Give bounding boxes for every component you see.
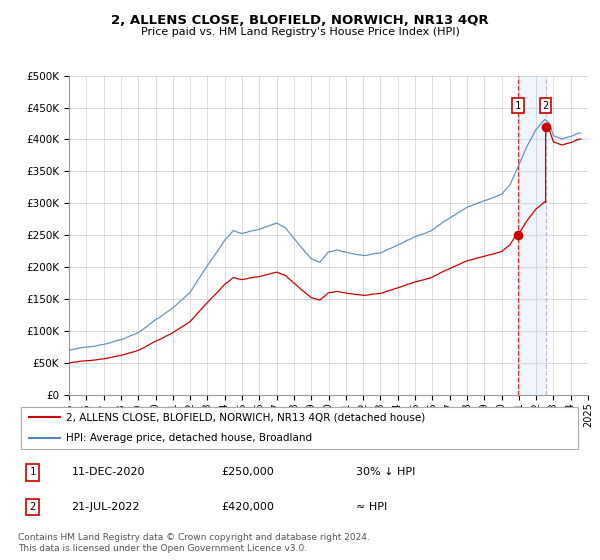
Text: ≈ HPI: ≈ HPI: [356, 502, 388, 512]
Text: 2, ALLENS CLOSE, BLOFIELD, NORWICH, NR13 4QR: 2, ALLENS CLOSE, BLOFIELD, NORWICH, NR13…: [111, 14, 489, 27]
Text: 30% ↓ HPI: 30% ↓ HPI: [356, 468, 416, 478]
Text: 2: 2: [29, 502, 35, 512]
Text: HPI: Average price, detached house, Broadland: HPI: Average price, detached house, Broa…: [66, 433, 312, 443]
Text: 1: 1: [515, 101, 521, 111]
Text: 11-DEC-2020: 11-DEC-2020: [71, 468, 145, 478]
Text: £420,000: £420,000: [221, 502, 274, 512]
Text: Contains HM Land Registry data © Crown copyright and database right 2024.
This d: Contains HM Land Registry data © Crown c…: [18, 533, 370, 553]
Text: 1: 1: [29, 468, 35, 478]
Text: 2, ALLENS CLOSE, BLOFIELD, NORWICH, NR13 4QR (detached house): 2, ALLENS CLOSE, BLOFIELD, NORWICH, NR13…: [66, 412, 425, 422]
Text: 21-JUL-2022: 21-JUL-2022: [71, 502, 140, 512]
FancyBboxPatch shape: [21, 407, 578, 449]
Bar: [518, 76, 545, 395]
Text: Price paid vs. HM Land Registry's House Price Index (HPI): Price paid vs. HM Land Registry's House …: [140, 27, 460, 37]
Text: £250,000: £250,000: [221, 468, 274, 478]
Text: 2: 2: [542, 101, 549, 111]
